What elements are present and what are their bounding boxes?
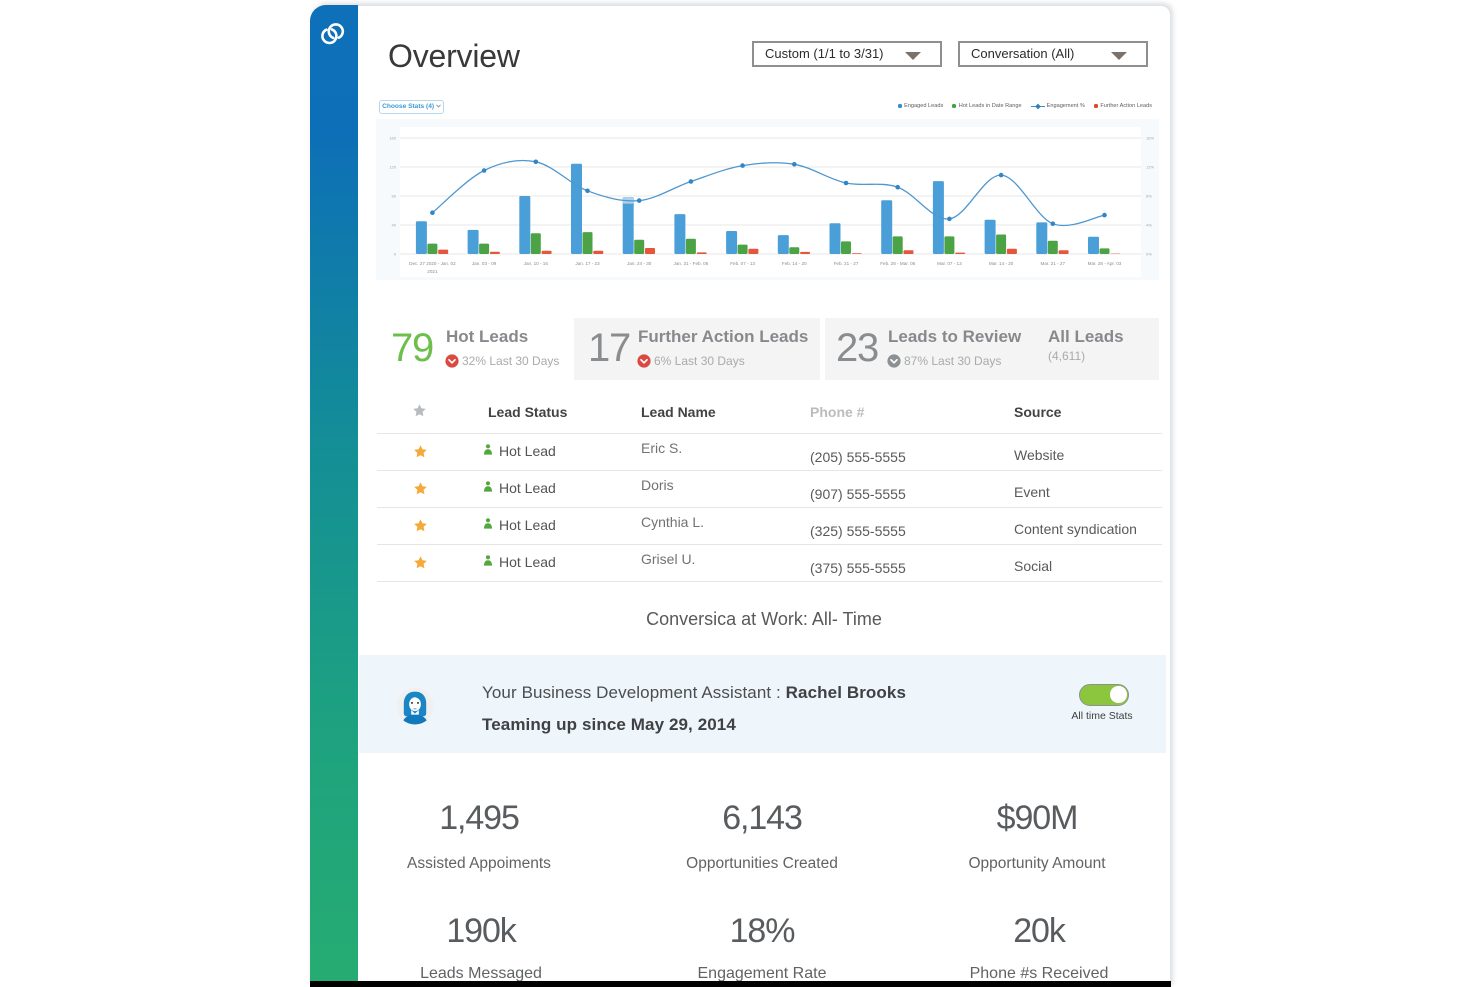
- svg-text:160: 160: [389, 136, 396, 141]
- svg-text:Mar. 14 - 20: Mar. 14 - 20: [989, 261, 1014, 266]
- svg-text:120: 120: [389, 165, 396, 170]
- svg-text:Feb. 28 - Mar. 06: Feb. 28 - Mar. 06: [880, 261, 915, 266]
- svg-text:Jan. 17 - 23: Jan. 17 - 23: [575, 261, 600, 266]
- svg-text:4%: 4%: [1146, 223, 1152, 228]
- svg-text:0%: 0%: [1146, 252, 1152, 257]
- svg-text:Dec. 27 2020 - Jan. 02: Dec. 27 2020 - Jan. 02: [409, 261, 456, 266]
- svg-text:Jan. 31 - Feb. 06: Jan. 31 - Feb. 06: [674, 261, 709, 266]
- svg-text:Feb. 14 - 20: Feb. 14 - 20: [782, 261, 807, 266]
- svg-text:Mar. 07 - 13: Mar. 07 - 13: [937, 261, 962, 266]
- svg-text:Jan. 24 - 30: Jan. 24 - 30: [627, 261, 652, 266]
- svg-text:16%: 16%: [1146, 136, 1154, 141]
- svg-text:80: 80: [392, 194, 397, 199]
- svg-text:Jan. 03 - 09: Jan. 03 - 09: [472, 261, 497, 266]
- svg-text:Mar. 28 - Apr. 03: Mar. 28 - Apr. 03: [1088, 261, 1122, 266]
- svg-text:0: 0: [394, 252, 397, 257]
- svg-text:Feb. 21 - 27: Feb. 21 - 27: [834, 261, 859, 266]
- svg-text:40: 40: [392, 223, 397, 228]
- svg-text:2021: 2021: [427, 269, 438, 274]
- svg-text:12%: 12%: [1146, 165, 1154, 170]
- svg-text:8%: 8%: [1146, 194, 1152, 199]
- svg-text:Feb. 07 - 13: Feb. 07 - 13: [730, 261, 755, 266]
- svg-text:Jan. 10 - 16: Jan. 10 - 16: [524, 261, 549, 266]
- svg-text:Mar. 21 - 27: Mar. 21 - 27: [1041, 261, 1066, 266]
